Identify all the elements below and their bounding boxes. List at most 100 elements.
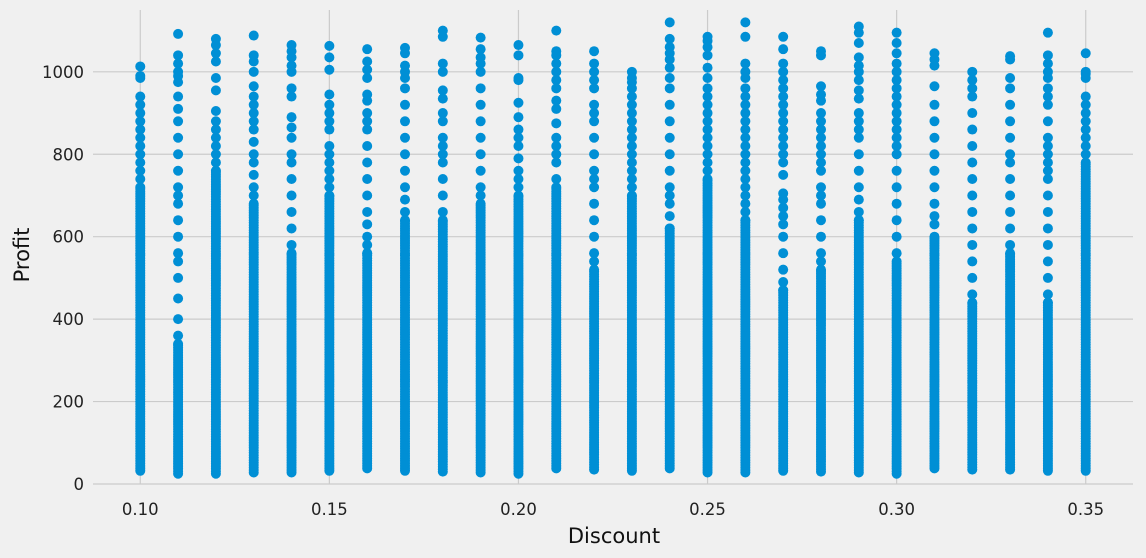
data-point (324, 190, 335, 201)
x-tick-label: 0.15 (311, 500, 348, 519)
data-point (740, 182, 751, 193)
data-point (513, 73, 524, 84)
data-point (778, 116, 789, 127)
data-point (778, 99, 789, 110)
data-point (740, 99, 751, 110)
data-point (589, 58, 600, 69)
data-point (778, 231, 789, 242)
data-point (664, 42, 675, 53)
data-point (778, 285, 789, 296)
data-point (362, 89, 373, 100)
data-point (816, 116, 826, 127)
data-point (891, 83, 902, 94)
data-point (664, 83, 675, 94)
data-point (778, 75, 789, 86)
data-point (135, 165, 146, 176)
data-point (248, 198, 259, 209)
data-point (1042, 58, 1053, 69)
data-point (286, 157, 297, 168)
data-point (816, 108, 826, 119)
data-point (816, 248, 826, 259)
data-point (551, 103, 562, 114)
data-point (362, 157, 373, 168)
data-point (362, 248, 373, 259)
data-point (551, 83, 562, 94)
data-point (853, 132, 864, 143)
data-point (1042, 157, 1053, 168)
x-tick-label: 0.35 (1067, 500, 1104, 519)
data-point (853, 108, 864, 119)
data-point (778, 211, 789, 222)
data-point (362, 219, 373, 230)
data-point (778, 141, 789, 152)
data-point (967, 157, 978, 168)
data-point (891, 48, 902, 59)
data-point (589, 165, 600, 176)
data-point (1080, 108, 1091, 119)
data-point (589, 198, 600, 209)
data-point (1005, 149, 1016, 160)
data-point (816, 149, 826, 160)
y-tick-label: 400 (53, 310, 85, 329)
data-point (551, 95, 562, 106)
data-point (173, 91, 184, 102)
data-point (702, 99, 713, 110)
data-point (1005, 99, 1016, 110)
data-point (891, 182, 902, 193)
data-point (1042, 116, 1053, 127)
data-point (1005, 157, 1016, 168)
data-point (173, 198, 184, 209)
data-point (626, 116, 637, 127)
data-point (324, 149, 335, 160)
data-point (551, 118, 562, 129)
data-point (551, 66, 562, 77)
data-point (475, 165, 486, 176)
data-point (135, 61, 146, 72)
data-point (210, 85, 221, 96)
data-point (210, 48, 221, 59)
data-point (778, 248, 789, 259)
data-point (173, 58, 184, 69)
data-point (891, 215, 902, 226)
data-point (173, 272, 184, 283)
data-point (551, 157, 562, 168)
data-point (1005, 73, 1016, 84)
data-point (626, 182, 637, 193)
data-point (437, 116, 448, 127)
data-point (362, 73, 373, 84)
data-point (551, 141, 562, 152)
data-point (286, 132, 297, 143)
data-point (967, 239, 978, 250)
data-point (475, 66, 486, 77)
data-point (362, 141, 373, 152)
data-point (362, 108, 373, 119)
data-point (778, 169, 789, 180)
x-tick-label: 0.25 (689, 500, 726, 519)
data-point (891, 116, 902, 127)
y-tick-label: 0 (74, 475, 85, 494)
data-point (891, 149, 902, 160)
data-point (891, 75, 902, 86)
data-point (210, 56, 221, 67)
data-point (589, 248, 600, 259)
data-point (173, 293, 184, 304)
data-point (513, 97, 524, 108)
data-point (210, 105, 221, 116)
data-point (1005, 248, 1016, 259)
data-point (248, 136, 259, 147)
data-point (589, 256, 600, 267)
data-point (173, 165, 184, 176)
data-point (891, 165, 902, 176)
data-point (589, 75, 600, 86)
data-point (135, 70, 146, 81)
data-point (664, 99, 675, 110)
data-point (324, 157, 335, 168)
data-point (1005, 223, 1016, 234)
data-point (967, 190, 978, 201)
data-point (853, 93, 864, 104)
data-point (437, 173, 448, 184)
data-point (740, 173, 751, 184)
data-point (248, 66, 259, 77)
data-point (891, 256, 902, 267)
data-point (135, 141, 146, 152)
